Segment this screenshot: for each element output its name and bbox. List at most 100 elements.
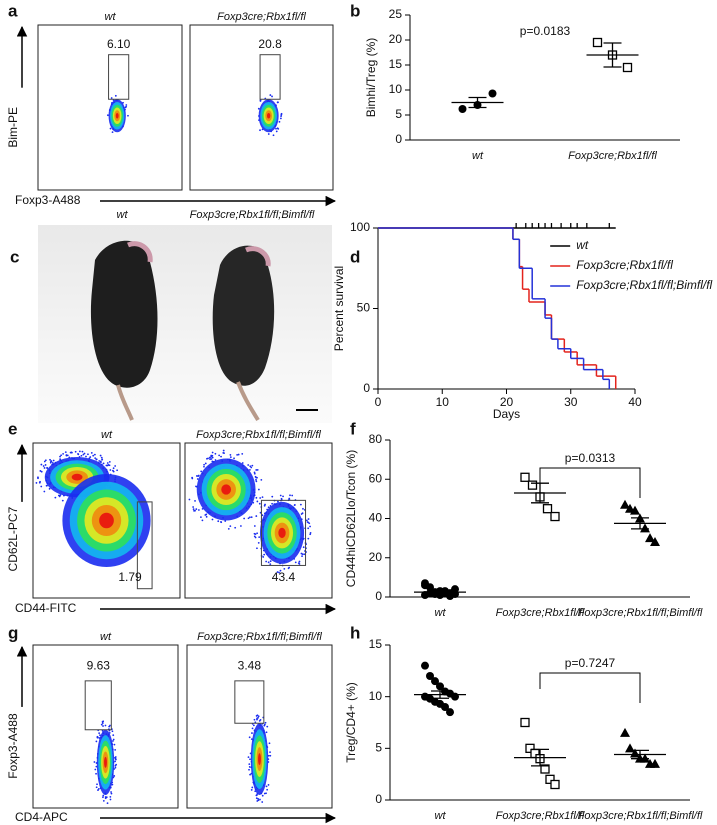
event-dot: [309, 525, 311, 528]
data-point: [458, 105, 467, 113]
density: [221, 484, 232, 495]
data-point: [525, 743, 535, 753]
event-dot: [261, 801, 264, 803]
event-dot: [265, 792, 267, 795]
panel-label: f: [350, 419, 356, 438]
event-dot: [272, 134, 275, 137]
density: [278, 527, 286, 539]
event-dot: [203, 465, 205, 468]
data-point: [620, 727, 630, 737]
event-dot: [257, 488, 260, 491]
event-dot: [210, 455, 213, 458]
flow-plot: [186, 644, 333, 809]
event-dot: [256, 469, 259, 471]
event-dot: [52, 459, 55, 462]
event-dot: [96, 735, 99, 738]
event-dot: [40, 470, 43, 473]
density: [99, 512, 114, 529]
plot-title: Foxp3cre;Rbx1fl/fl: [217, 11, 306, 23]
event-dot: [194, 509, 196, 512]
event-dot: [298, 563, 301, 565]
event-dot: [255, 469, 258, 471]
plot-title: wt: [100, 631, 112, 643]
x-tick-label: 40: [628, 395, 642, 409]
event-dot: [192, 508, 195, 511]
event-dot: [251, 786, 254, 789]
event-dot: [282, 495, 284, 498]
group: [421, 579, 459, 601]
event-dot: [65, 454, 68, 456]
y-axis-label: Percent survival: [332, 266, 346, 351]
event-dot: [39, 470, 42, 472]
event-dot: [260, 478, 263, 481]
data-point: [488, 89, 497, 98]
data-point: [622, 62, 633, 73]
flow-plot: [184, 442, 333, 599]
y-tick-label: 100: [350, 220, 370, 234]
data-point: [527, 480, 538, 490]
event-dot: [253, 525, 256, 527]
mouse-tail: [116, 384, 134, 421]
event-dot: [267, 506, 270, 509]
event-dot: [113, 775, 116, 777]
panel-label: b: [350, 1, 360, 20]
event-dot: [307, 518, 310, 520]
panel-label: e: [8, 419, 17, 438]
gate: [136, 501, 153, 590]
event-dot: [114, 760, 116, 763]
event-dot: [289, 494, 291, 497]
event-dot: [258, 536, 261, 538]
event-dot: [127, 114, 129, 117]
event-dot: [200, 516, 202, 519]
data-point: [520, 717, 530, 728]
event-dot: [43, 460, 46, 463]
y-tick-label: 0: [375, 589, 382, 603]
data-point: [540, 764, 550, 774]
data-point: [421, 579, 429, 588]
event-dot: [200, 470, 203, 473]
density: [258, 753, 261, 766]
event-dot: [243, 517, 246, 520]
gate-value: 1.79: [118, 570, 142, 584]
annotation: p=0.0183: [520, 24, 571, 38]
event-dot: [94, 768, 97, 771]
legend-label: Foxp3cre;Rbx1fl/fl: [576, 258, 673, 272]
event-dot: [102, 725, 104, 727]
group: [620, 727, 660, 768]
data-point: [650, 758, 660, 768]
flow-plot: [32, 442, 181, 599]
event-dot: [267, 133, 270, 135]
event-dot: [188, 498, 191, 501]
event-dot: [112, 734, 115, 737]
event-dot: [278, 120, 281, 123]
mouse-ear: [245, 246, 271, 267]
photo-title: Foxp3cre;Rbx1fl/fl;Bimfl/fl: [190, 209, 315, 221]
event-dot: [265, 560, 268, 563]
event-dot: [301, 512, 304, 515]
event-dot: [253, 471, 256, 474]
event-dot: [114, 748, 117, 751]
event-dot: [300, 552, 303, 555]
y-axis-label: CD44hiCD62Llo/Tcon (%): [344, 450, 358, 587]
event-dot: [280, 115, 282, 118]
event-dot: [280, 112, 283, 115]
event-dot: [256, 532, 259, 535]
event-dot: [250, 789, 253, 791]
data-point: [630, 748, 640, 758]
x-tick-label: 30: [564, 395, 578, 409]
event-dot: [218, 454, 221, 457]
event-dot: [288, 566, 291, 569]
y-axis-label: Bimhi/Treg (%): [364, 38, 378, 118]
event-dot: [61, 499, 64, 502]
y-tick-label: 20: [369, 550, 383, 564]
event-dot: [85, 455, 87, 458]
data-point: [451, 692, 459, 701]
panel-label: a: [8, 1, 18, 20]
y-tick-label: 25: [389, 7, 403, 21]
data-point: [542, 504, 553, 514]
event-dot: [267, 561, 270, 564]
event-dot: [259, 129, 261, 132]
event-dot: [112, 469, 114, 472]
event-dot: [224, 520, 227, 522]
